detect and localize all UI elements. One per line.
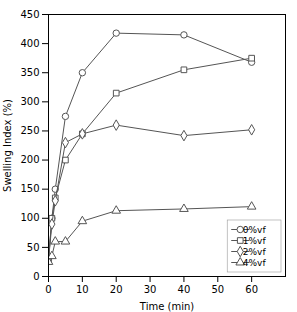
svg-text:50: 50: [27, 242, 40, 253]
svg-text:2%vf: 2%vf: [243, 247, 267, 257]
svg-text:200: 200: [20, 154, 39, 165]
svg-text:0: 0: [45, 284, 51, 295]
svg-text:450: 450: [20, 9, 39, 20]
svg-text:400: 400: [20, 38, 39, 49]
svg-text:1%vf: 1%vf: [243, 236, 267, 246]
svg-text:150: 150: [20, 183, 39, 194]
svg-text:10: 10: [76, 284, 89, 295]
svg-text:0%vf: 0%vf: [243, 225, 267, 235]
svg-text:60: 60: [245, 284, 258, 295]
svg-text:50: 50: [211, 284, 224, 295]
svg-text:100: 100: [20, 212, 39, 223]
svg-text:250: 250: [20, 125, 39, 136]
svg-text:300: 300: [20, 96, 39, 107]
svg-text:40: 40: [178, 284, 191, 295]
svg-text:20: 20: [110, 284, 123, 295]
svg-text:Swelling Index (%): Swelling Index (%): [2, 99, 13, 192]
svg-text:4%vf: 4%vf: [243, 258, 267, 268]
svg-text:350: 350: [20, 67, 39, 78]
svg-text:0: 0: [33, 271, 39, 282]
svg-text:30: 30: [144, 284, 157, 295]
svg-text:Time (min): Time (min): [139, 301, 194, 312]
